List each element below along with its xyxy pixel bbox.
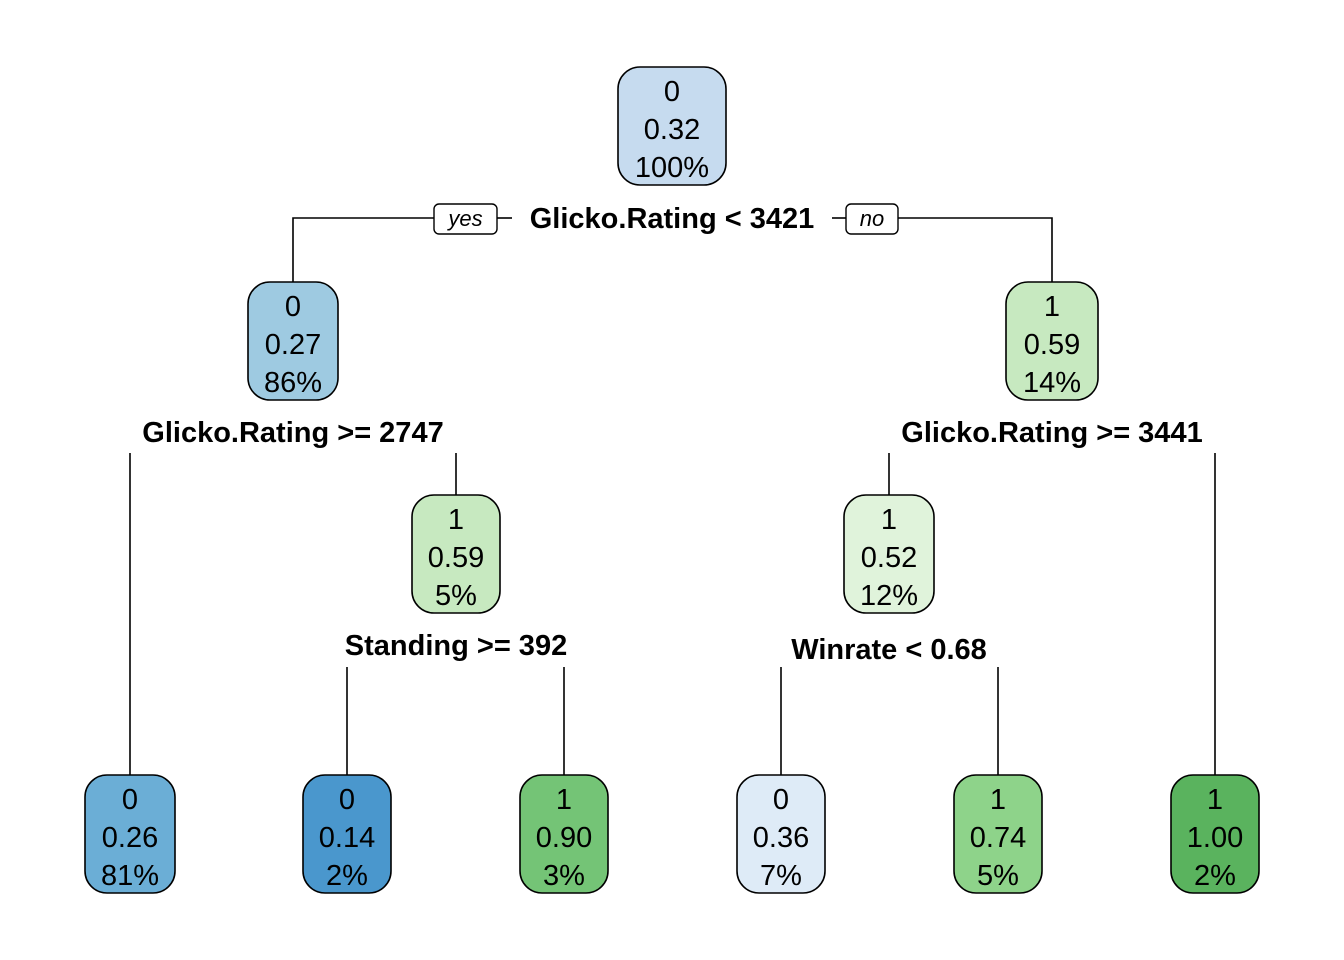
- tree-node-class: 1: [990, 784, 1006, 816]
- tree-node-class: 1: [1044, 291, 1060, 323]
- tree-node-prob: 0.52: [861, 542, 917, 574]
- tree-node-pct: 2%: [326, 860, 368, 892]
- split-label-n3: Glicko.Rating >= 3441: [901, 417, 1202, 449]
- tree-node-box: [1170, 774, 1260, 894]
- tree-node-pct: 12%: [860, 580, 918, 612]
- tree-node-leaf12: 0 0.36 7%: [736, 774, 826, 894]
- tree-node-prob: 0.74: [970, 822, 1026, 854]
- tree-node-leaf4: 0 0.26 81%: [84, 774, 176, 894]
- split-label-root: Glicko.Rating < 3421: [530, 203, 814, 235]
- tree-node-class: 1: [881, 504, 897, 536]
- tree-node-root: 0 0.32 100%: [617, 66, 727, 186]
- tree-node-leaf7: 1 1.00 2%: [1170, 774, 1260, 894]
- tree-node-prob: 0.90: [536, 822, 592, 854]
- tree-node-pct: 100%: [635, 152, 709, 184]
- branch-root-right: [898, 217, 1053, 282]
- tree-node-class: 1: [556, 784, 572, 816]
- tree-node-prob: 0.36: [753, 822, 809, 854]
- tree-node-prob: 0.26: [102, 822, 158, 854]
- tree-node-n6: 1 0.52 12%: [843, 494, 935, 614]
- tree-node-n3: 1 0.59 14%: [1005, 281, 1099, 401]
- branch-lines: [129, 217, 1216, 775]
- tree-node-n2: 0 0.27 86%: [247, 281, 339, 401]
- tree-node-leaf13: 1 0.74 5%: [953, 774, 1043, 894]
- tree-node-class: 0: [339, 784, 355, 816]
- node-layer: 00.32100%00.2786%10.5914%10.595%10.5212%…: [84, 66, 1260, 894]
- no-tag: no: [845, 203, 899, 235]
- tree-node-class: 0: [664, 76, 680, 108]
- tree-node-class: 1: [448, 504, 464, 536]
- tree-node-box: [953, 774, 1043, 894]
- tree-node-n5: 1 0.59 5%: [411, 494, 501, 614]
- tree-node-prob: 0.27: [265, 329, 321, 361]
- split-label-n5: Standing >= 392: [345, 630, 567, 662]
- tree-node-pct: 5%: [977, 860, 1019, 892]
- no-tag-label: no: [860, 206, 884, 231]
- tree-node-pct: 5%: [435, 580, 477, 612]
- tree-node-box: [736, 774, 826, 894]
- tree-node-box: [1005, 281, 1099, 401]
- tree-node-prob: 0.14: [319, 822, 375, 854]
- split-label-n2: Glicko.Rating >= 2747: [142, 417, 443, 449]
- tree-node-prob: 0.59: [428, 542, 484, 574]
- yes-tag-label: yes: [446, 206, 482, 231]
- tree-node-box: [302, 774, 392, 894]
- tree-node-class: 0: [773, 784, 789, 816]
- tree-node-class: 0: [122, 784, 138, 816]
- tree-node-leaf10: 0 0.14 2%: [302, 774, 392, 894]
- tree-node-pct: 14%: [1023, 367, 1081, 399]
- yes-tag: yes: [433, 203, 498, 235]
- tree-node-box: [843, 494, 935, 614]
- split-label-n6: Winrate < 0.68: [791, 634, 987, 666]
- tree-node-pct: 2%: [1194, 860, 1236, 892]
- tree-node-box: [617, 66, 727, 186]
- tree-node-leaf11: 1 0.90 3%: [519, 774, 609, 894]
- tree-node-box: [247, 281, 339, 401]
- tree-node-box: [84, 774, 176, 894]
- tree-node-pct: 81%: [101, 860, 159, 892]
- tree-node-pct: 3%: [543, 860, 585, 892]
- tree-node-pct: 86%: [264, 367, 322, 399]
- tree-node-box: [411, 494, 501, 614]
- tree-node-pct: 7%: [760, 860, 802, 892]
- tree-node-box: [519, 774, 609, 894]
- tree-node-prob: 0.32: [644, 114, 700, 146]
- tree-node-prob: 0.59: [1024, 329, 1080, 361]
- tree-node-prob: 1.00: [1187, 822, 1243, 854]
- branch-root-left: [292, 217, 434, 282]
- tree-node-class: 0: [285, 291, 301, 323]
- tree-node-class: 1: [1207, 784, 1223, 816]
